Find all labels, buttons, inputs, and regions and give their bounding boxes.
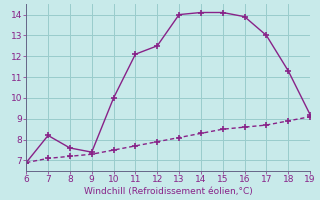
X-axis label: Windchill (Refroidissement éolien,°C): Windchill (Refroidissement éolien,°C)	[84, 187, 252, 196]
